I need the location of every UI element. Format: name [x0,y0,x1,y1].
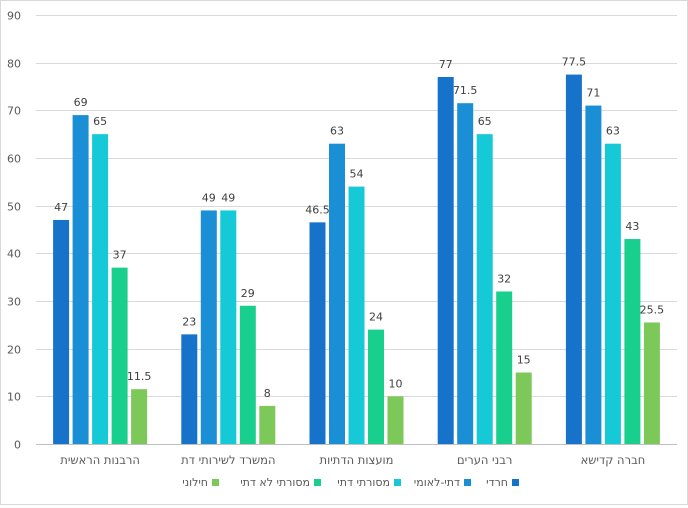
y-tick-label: 80 [7,58,21,71]
legend-swatch [212,479,219,486]
data-label: 49 [202,191,216,204]
bar [496,291,513,444]
data-label: 32 [497,272,511,285]
bar [476,134,493,444]
x-category-label: חברה קדישא [581,453,646,467]
data-label: 65 [478,115,492,128]
category-labels: הרבנות הראשית המשרד לשירותי דת מועצות הדתי… [60,453,645,467]
legend-swatch [464,479,471,486]
x-category-label: רבני הערים [457,453,512,467]
data-label: 47 [54,201,68,214]
y-tick-label: 40 [7,248,21,261]
bar [220,210,237,444]
y-tick-label: 70 [7,105,21,118]
y-tick-label: 20 [7,344,21,357]
bars [53,74,660,445]
bar [368,329,384,444]
bar [329,143,345,444]
data-label: 43 [625,220,639,233]
y-tick-label: 30 [7,296,21,309]
y-tick-label: 50 [7,201,21,214]
data-label: 77 [439,58,453,71]
x-category-label: הרבנות הראשית [60,453,140,467]
y-tick-label: 0 [14,439,21,452]
y-tick-label: 90 [7,10,21,23]
bar [259,405,276,444]
bar [515,372,532,444]
bar [565,74,582,444]
bar [348,186,365,444]
bar [239,305,256,444]
data-label: 23 [182,315,196,328]
data-label: 69 [74,96,88,109]
data-label: 8 [264,387,271,400]
data-label: 49 [221,191,235,204]
data-label: 25.5 [640,303,665,316]
legend-label: מסורתי דתי [337,476,390,489]
bar [131,389,148,444]
legend-swatch [512,479,519,486]
y-tick-label: 10 [7,391,21,404]
legend-label: דתי-לאומי [414,476,460,489]
y-tick-label: 60 [7,153,21,166]
data-label: 24 [369,311,383,324]
y-axis-ticks: 0 10 20 30 40 50 60 70 80 90 [7,10,21,452]
data-label: 10 [389,377,403,390]
bar [387,396,404,444]
x-category-label: מועצות הדתיות [320,453,394,467]
bar [604,143,621,444]
data-label: 71 [586,87,600,100]
data-label: 77.5 [562,56,587,69]
bar [624,239,641,444]
legend-label: מסורתי לא דתי [240,476,310,489]
data-label: 15 [517,354,531,367]
bar [309,222,326,444]
data-label: 54 [350,168,364,181]
data-label: 37 [113,249,127,262]
legend-swatch [314,479,321,486]
data-label: 46.5 [305,203,330,216]
bar [200,210,217,444]
bar [53,219,70,444]
legend-label: חרדי [486,476,508,489]
legend: חרדי דתי-לאומי מסורתי דתי מסורתי לא דתי חילו… [182,476,519,489]
legend-swatch [394,479,401,486]
x-category-label: המשרד לשירותי דת [181,453,275,467]
bar [437,76,454,444]
data-label: 63 [606,125,620,138]
bar [585,105,602,445]
bar [92,134,109,444]
data-label: 29 [241,287,255,300]
bar [72,115,89,444]
data-label: 71.5 [453,84,478,97]
data-label: 65 [93,115,107,128]
bar [643,322,660,444]
bar [457,103,474,444]
bar [181,334,198,444]
legend-label: חילוני [182,476,208,489]
data-label: 11.5 [127,370,152,383]
bar [111,267,128,444]
data-label: 63 [330,125,344,138]
